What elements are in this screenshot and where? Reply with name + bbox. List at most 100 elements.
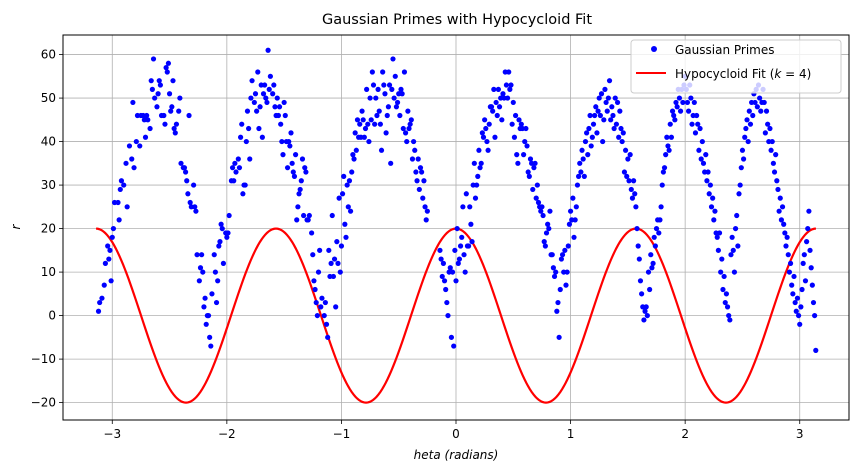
- scatter-point: [735, 243, 741, 249]
- scatter-point: [315, 269, 322, 275]
- scatter-point: [448, 334, 455, 340]
- scatter-point: [460, 204, 466, 210]
- scatter-point: [345, 204, 351, 210]
- scatter-point: [779, 204, 786, 210]
- scatter-point: [405, 108, 411, 114]
- scatter-point: [454, 225, 460, 232]
- scatter-point: [252, 91, 259, 97]
- scatter-point: [400, 125, 406, 132]
- scatter-point: [301, 212, 307, 219]
- scatter-point: [197, 265, 204, 271]
- scatter-point: [271, 82, 277, 88]
- legend-label-scatter: Gaussian Primes: [675, 43, 775, 57]
- scatter-point: [108, 278, 114, 284]
- scatter-point: [182, 169, 189, 175]
- scatter-point: [565, 243, 571, 249]
- scatter-point: [677, 108, 684, 114]
- scatter-point: [620, 130, 626, 136]
- scatter-point: [452, 247, 458, 253]
- scatter-point: [563, 282, 569, 288]
- scatter-point: [354, 117, 361, 123]
- scatter-point: [374, 112, 380, 119]
- scatter-point: [168, 108, 174, 114]
- scatter-point: [496, 104, 503, 110]
- scatter-point: [338, 243, 345, 249]
- scatter-point: [629, 195, 636, 201]
- scatter-point: [746, 108, 752, 114]
- scatter-point: [711, 217, 717, 223]
- scatter-point: [393, 104, 400, 110]
- scatter-point: [471, 160, 477, 166]
- scatter-point: [797, 321, 803, 327]
- scatter-point: [531, 165, 537, 171]
- scatter-point: [493, 99, 499, 106]
- scatter-point: [609, 104, 615, 110]
- scatter-point: [706, 191, 712, 197]
- scatter-point: [456, 256, 463, 262]
- scatter-point: [784, 234, 790, 240]
- scatter-point: [750, 112, 756, 119]
- scatter-point: [618, 125, 624, 132]
- scatter-point: [771, 169, 778, 175]
- scatter-point: [349, 169, 355, 175]
- scatter-point: [729, 234, 735, 240]
- y-axis-label: r: [9, 223, 23, 229]
- scatter-point: [495, 86, 501, 92]
- scatter-point: [613, 121, 620, 127]
- scatter-point: [369, 69, 375, 75]
- scatter-point: [212, 269, 218, 275]
- scatter-point: [673, 99, 679, 106]
- scatter-point: [407, 121, 413, 127]
- y-tick-label: 30: [41, 178, 56, 192]
- scatter-point: [225, 230, 231, 236]
- scatter-point: [540, 212, 546, 219]
- scatter-point: [337, 269, 343, 275]
- chart-title: Gaussian Primes with Hypocycloid Fit: [322, 12, 592, 28]
- scatter-point: [474, 182, 480, 188]
- scatter-point: [404, 138, 410, 145]
- scatter-point: [731, 269, 738, 275]
- scatter-point: [399, 91, 405, 97]
- scatter-point: [291, 173, 298, 179]
- scatter-point: [118, 178, 125, 184]
- scatter-point: [596, 95, 602, 101]
- scatter-point: [469, 239, 475, 245]
- scatter-point: [419, 169, 425, 175]
- scatter-point: [131, 165, 137, 171]
- scatter-point: [330, 273, 337, 280]
- scatter-point: [603, 99, 609, 106]
- scatter-point: [311, 278, 317, 284]
- scatter-point: [310, 252, 316, 258]
- scatter-point: [579, 147, 585, 153]
- scatter-point: [598, 91, 605, 97]
- scatter-point: [546, 225, 552, 232]
- scatter-point: [601, 117, 607, 123]
- scatter-layer: [95, 47, 819, 353]
- y-tick-label: 50: [41, 91, 56, 105]
- scatter-point: [350, 152, 356, 158]
- scatter-point: [391, 95, 397, 101]
- scatter-point: [184, 178, 190, 184]
- scatter-point: [472, 195, 479, 201]
- scatter-point: [148, 78, 154, 84]
- scatter-point: [181, 165, 188, 171]
- scatter-point: [154, 104, 160, 110]
- scatter-point: [767, 125, 773, 132]
- scatter-point: [534, 182, 540, 188]
- scatter-point: [352, 130, 358, 136]
- scatter-point: [674, 104, 680, 110]
- scatter-point: [795, 312, 802, 319]
- scatter-point: [220, 260, 227, 266]
- scatter-point: [721, 273, 727, 280]
- scatter-point: [510, 99, 516, 106]
- scatter-point: [163, 65, 169, 71]
- scatter-point: [296, 191, 302, 197]
- scatter-point: [480, 134, 487, 140]
- scatter-point: [176, 108, 182, 114]
- scatter-point: [649, 265, 655, 271]
- scatter-point: [272, 104, 278, 110]
- scatter-point: [752, 99, 758, 106]
- scatter-point: [394, 99, 401, 106]
- scatter-point: [397, 112, 403, 119]
- legend-box: [630, 39, 842, 94]
